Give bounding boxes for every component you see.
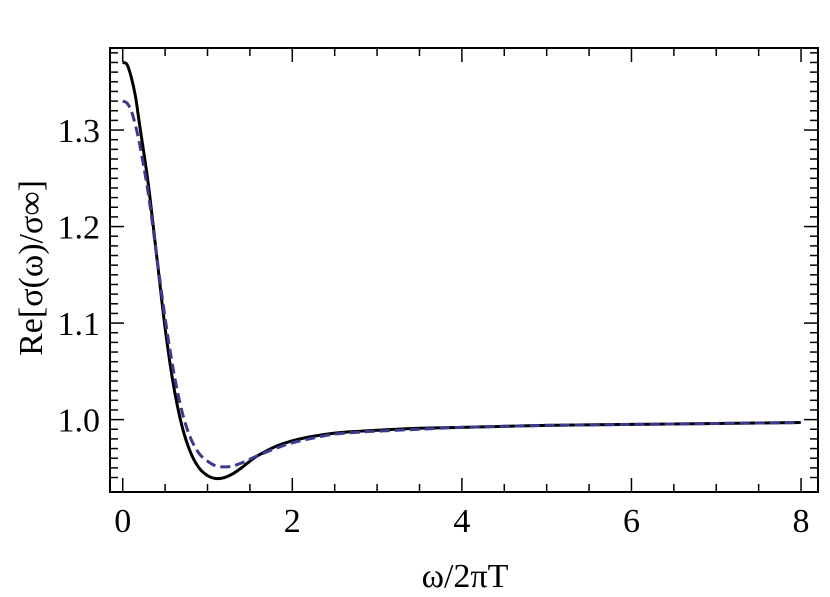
y-axis: 1.0 1.1 1.2 1.3	[58, 52, 818, 479]
series-layer	[122, 61, 802, 481]
y-tick-label: 1.2	[58, 210, 101, 247]
y-tick-label: 1.1	[58, 306, 101, 343]
y-tick-label: 1.3	[58, 113, 101, 150]
x-tick-label: 0	[114, 503, 131, 540]
x-tick-label: 2	[284, 503, 301, 540]
dashed-series-line	[122, 99, 802, 469]
x-axis-label: ω/2πT	[422, 558, 509, 595]
x-tick-label: 8	[793, 503, 810, 540]
x-axis: 0 2 4 6 8	[114, 48, 810, 540]
x-tick-label: 6	[623, 503, 640, 540]
x-tick-label: 4	[453, 503, 470, 540]
solid-series-line	[122, 61, 802, 481]
plot-frame	[109, 47, 819, 493]
plot-border	[109, 47, 819, 493]
y-axis-label: Re[σ(ω)/σ∞]	[13, 180, 50, 356]
y-tick-label: 1.0	[58, 403, 101, 440]
